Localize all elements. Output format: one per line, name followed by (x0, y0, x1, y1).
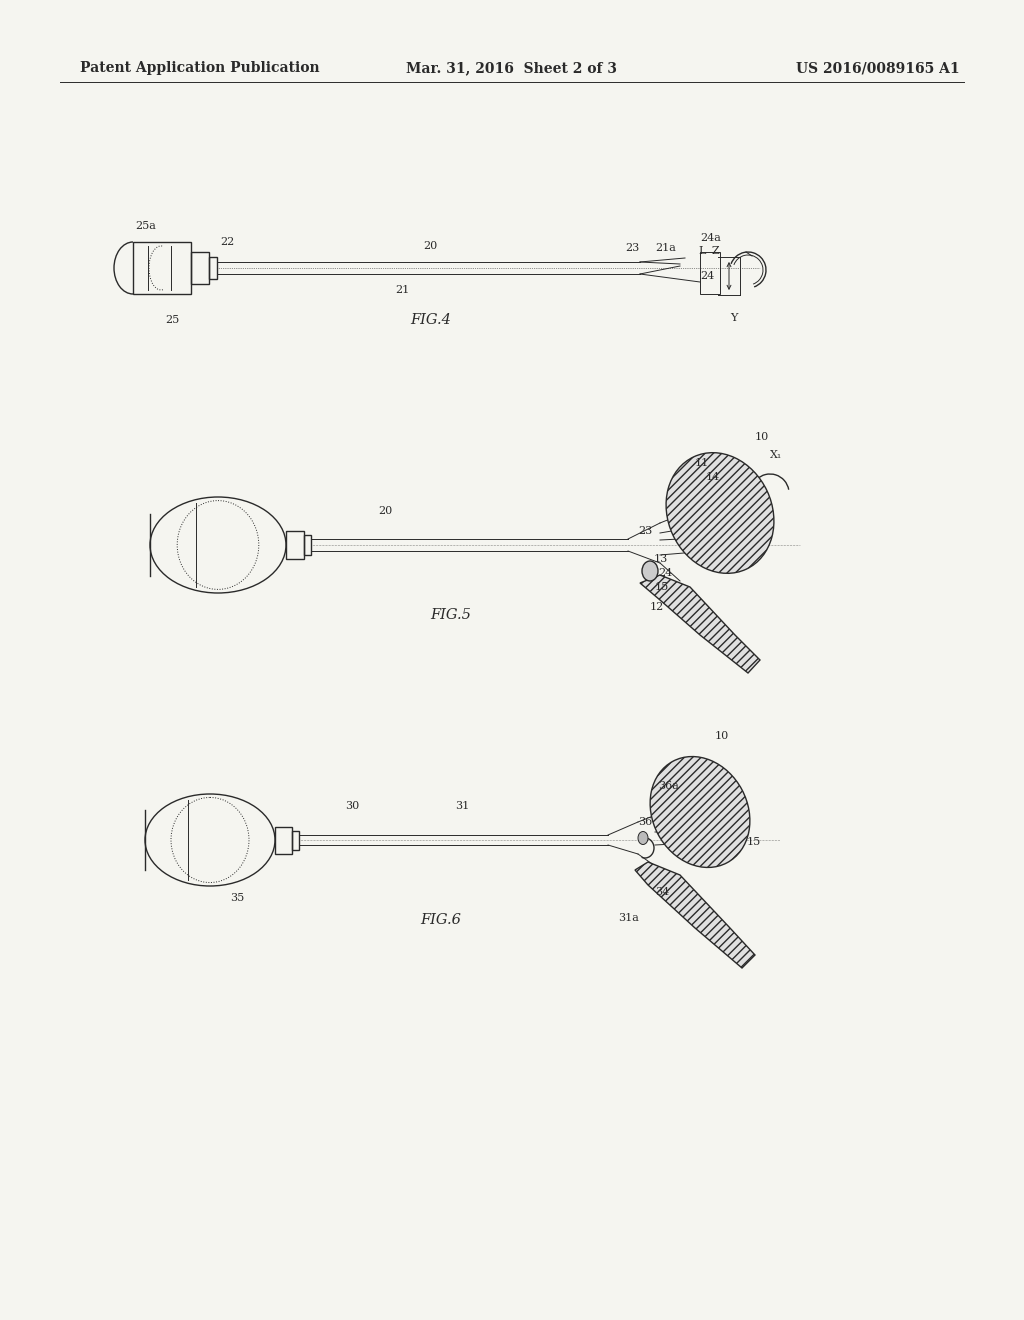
Text: 23: 23 (625, 243, 639, 253)
Text: 22: 22 (220, 238, 234, 247)
Bar (191, 252, 209, 284)
Text: 15: 15 (655, 582, 670, 591)
Text: 10: 10 (755, 432, 769, 442)
Text: 31: 31 (455, 801, 469, 810)
Text: 36: 36 (638, 817, 652, 828)
Text: FIG.6: FIG.6 (420, 913, 461, 927)
Text: Z: Z (712, 246, 720, 256)
Text: 12: 12 (650, 602, 665, 612)
Text: 24a: 24a (700, 234, 721, 243)
Ellipse shape (638, 832, 648, 845)
Text: 34: 34 (655, 887, 670, 898)
Ellipse shape (666, 453, 774, 573)
Text: 24: 24 (658, 568, 672, 578)
Text: 15: 15 (746, 837, 761, 847)
Polygon shape (640, 576, 760, 673)
Text: 13: 13 (654, 554, 669, 564)
Text: X₁: X₁ (770, 450, 782, 459)
Text: US 2016/0089165 A1: US 2016/0089165 A1 (797, 61, 961, 75)
Text: Patent Application Publication: Patent Application Publication (80, 61, 319, 75)
Text: 36a: 36a (658, 781, 679, 791)
Text: 31a: 31a (618, 913, 639, 923)
Text: FIG.4: FIG.4 (410, 313, 451, 327)
Bar (700, 252, 720, 294)
Bar (304, 535, 311, 554)
Text: FIG.5: FIG.5 (430, 609, 471, 622)
Text: 21a: 21a (655, 243, 676, 253)
Text: L: L (698, 246, 706, 256)
Text: 23: 23 (638, 525, 652, 536)
Bar (209, 257, 217, 279)
Text: Y: Y (730, 313, 737, 323)
Text: 14: 14 (706, 473, 720, 482)
Text: 21: 21 (395, 285, 410, 294)
Ellipse shape (650, 756, 750, 867)
Bar (292, 832, 299, 850)
Text: 20: 20 (378, 506, 392, 516)
Text: 25a: 25a (135, 220, 156, 231)
Text: 30: 30 (345, 801, 359, 810)
Bar (286, 531, 304, 558)
Text: 11: 11 (695, 458, 710, 469)
Text: 35: 35 (230, 894, 245, 903)
Bar (133, 242, 191, 294)
Text: Mar. 31, 2016  Sheet 2 of 3: Mar. 31, 2016 Sheet 2 of 3 (407, 61, 617, 75)
Ellipse shape (642, 561, 658, 581)
Text: 24: 24 (700, 271, 715, 281)
Text: 20: 20 (423, 242, 437, 251)
Polygon shape (635, 862, 755, 968)
Text: 10: 10 (715, 731, 729, 741)
Bar (275, 828, 292, 854)
Text: 25: 25 (165, 315, 179, 325)
